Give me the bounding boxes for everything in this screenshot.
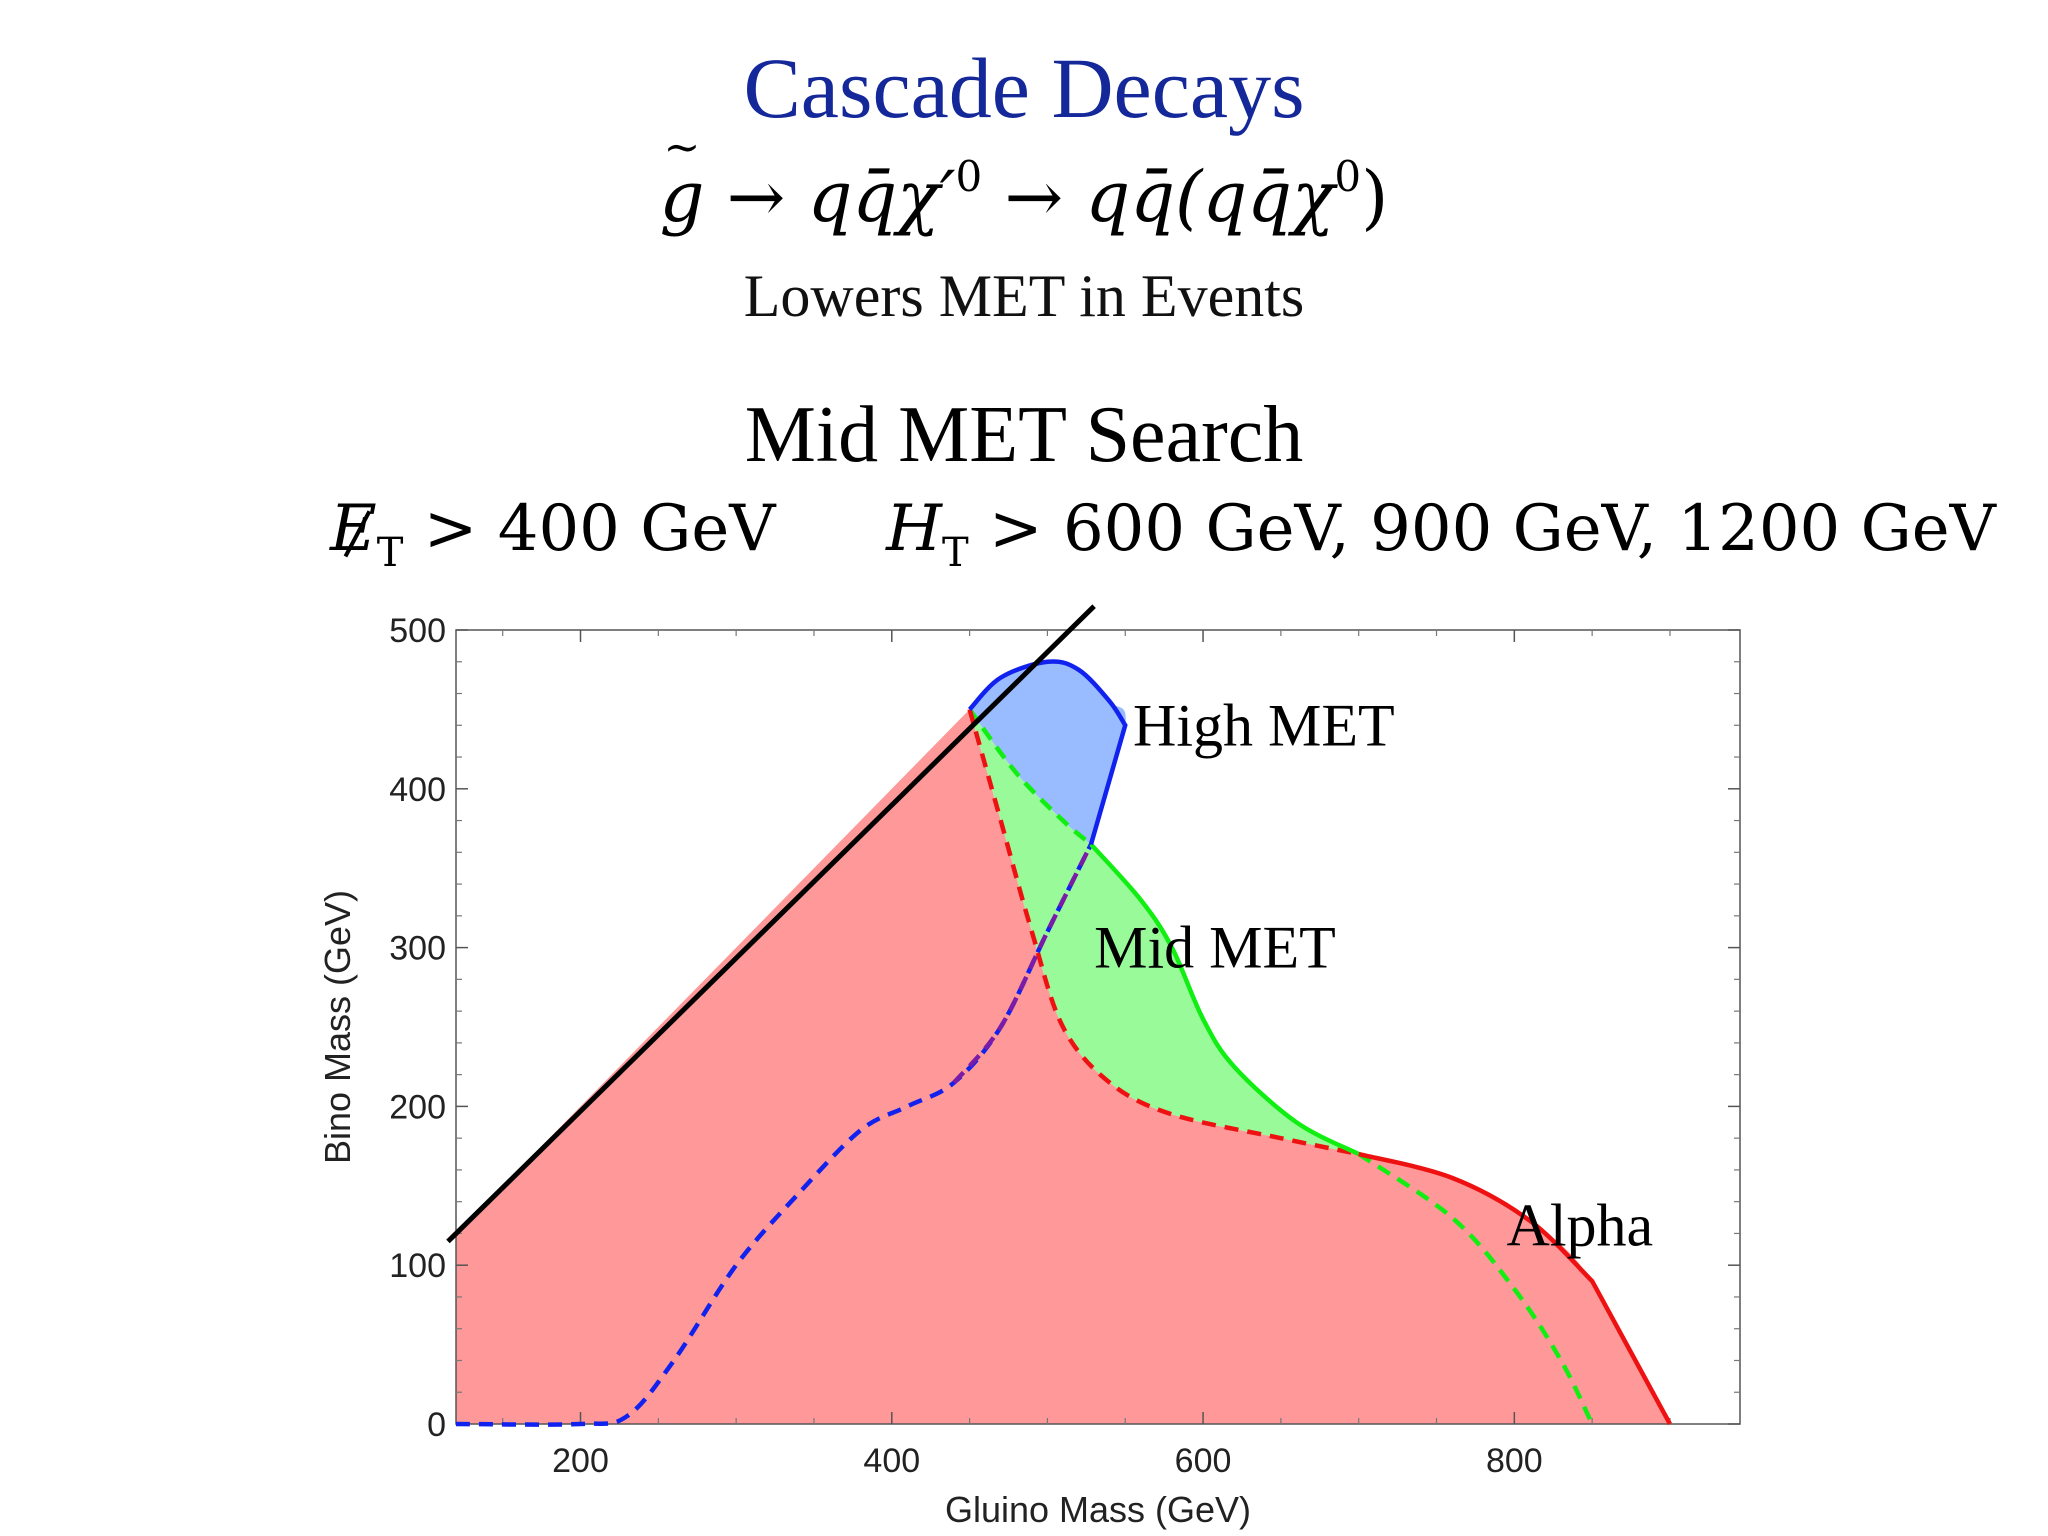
x-tick-label: 200 <box>552 1442 609 1480</box>
search-title: Mid MET Search <box>744 391 1304 479</box>
arrow-icon: → <box>1004 156 1086 238</box>
ht-subscript: T <box>941 530 969 576</box>
region-high-met-fill <box>969 661 1126 845</box>
region-alpha-fill <box>456 709 1670 1424</box>
plot-frame <box>455 629 1741 1425</box>
x-tick-label: 400 <box>863 1442 920 1480</box>
region-label: Mid MET <box>1094 915 1336 981</box>
region-label: Alpha <box>1507 1193 1654 1259</box>
ht-cut: > 600 GeV, 900 GeV, 1200 GeV <box>988 492 1996 566</box>
x-tick-label: 800 <box>1486 1442 1543 1480</box>
met-subscript: T <box>376 530 404 576</box>
y-tick-label: 0 <box>427 1406 446 1444</box>
y-tick-label: 500 <box>389 612 446 650</box>
decay-formula: ~ g → qq̄χ′0 → qq̄(qq̄χ0) <box>0 122 2048 238</box>
region-label: High MET <box>1133 692 1395 758</box>
high-met-solid-boundary <box>967 659 1128 846</box>
decay-step-1-sup: 0 <box>955 152 983 201</box>
met-symbol: E <box>330 492 377 566</box>
y-axis-label: Bino Mass (GeV) <box>317 890 358 1164</box>
mid-met-dashed-lower <box>1357 1152 1595 1425</box>
met-cut: > 400 GeV <box>423 492 776 566</box>
region-mid-met-fill <box>969 709 1359 1155</box>
decay-step-2-end: ) <box>1361 156 1389 238</box>
slide-title: Cascade Decays <box>743 40 1305 136</box>
arrow-icon: → <box>726 156 808 238</box>
y-tick-label: 300 <box>389 930 446 968</box>
mid-met-dashed-upper <box>967 708 1093 847</box>
y-tick-label: 200 <box>389 1088 446 1126</box>
x-axis-label: Gluino Mass (GeV) <box>945 1489 1251 1530</box>
y-tick-label: 400 <box>389 771 446 809</box>
alpha-solid-boundary <box>1358 1151 1672 1426</box>
overlap-dashed-boundary <box>952 843 1094 1085</box>
slide-subtitle: Lowers MET in Events <box>743 263 1305 329</box>
decay-step-2: qq̄(qq̄χ <box>1085 156 1335 238</box>
decay-step-1: qq̄χ′ <box>807 156 956 238</box>
kinematic-boundary-line <box>446 604 1096 1244</box>
x-tick-label: 600 <box>1175 1442 1232 1480</box>
alpha-dashed-boundary <box>967 708 1360 1157</box>
ht-symbol: H <box>886 492 942 566</box>
cuts-formula: ET > 400 GeV HT > 600 GeV, 900 GeV, 1200… <box>330 492 1996 576</box>
decay-step-2-sup: 0 <box>1334 152 1362 201</box>
gluino-symbol: ~ g <box>659 122 705 238</box>
y-tick-label: 100 <box>389 1247 446 1285</box>
mid-met-solid-boundary <box>1089 842 1360 1157</box>
